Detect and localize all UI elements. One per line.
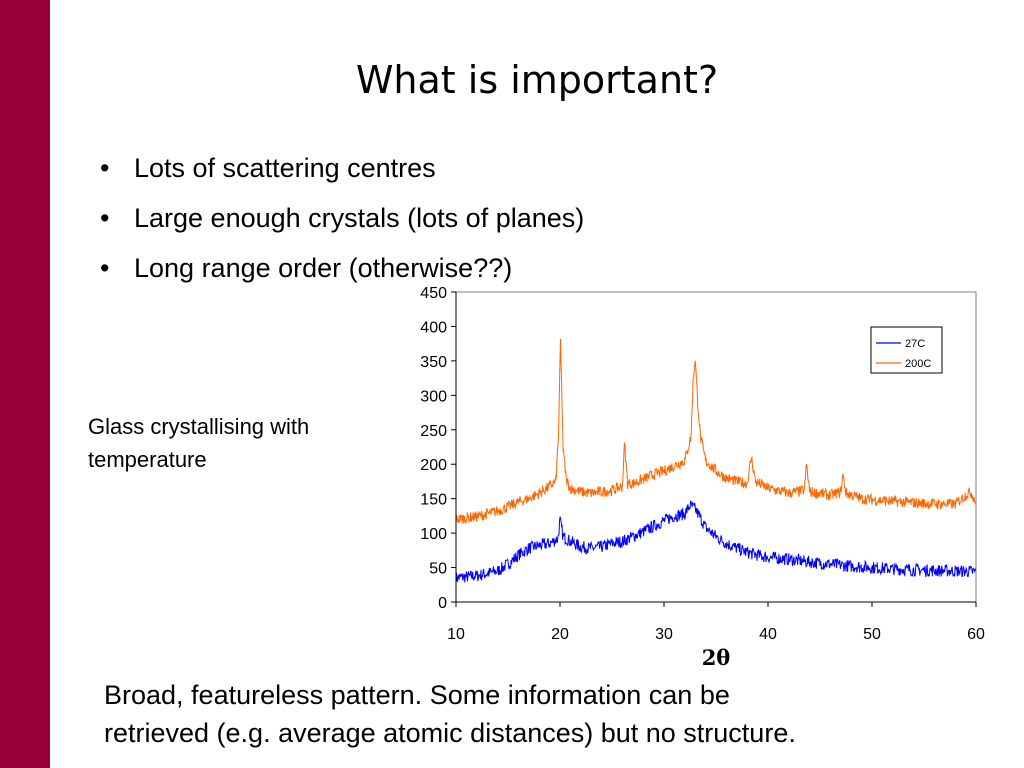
y-tick-label: 150 [420, 492, 447, 509]
bullet-item: • Large enough crystals (lots of planes) [100, 193, 584, 243]
bullet-dot: • [100, 253, 110, 283]
bullet-item: • Long range order (otherwise??) [100, 243, 584, 293]
chart-legend: 27C 200C [870, 326, 943, 374]
series-line-0 [455, 500, 977, 585]
y-tick-label: 200 [420, 457, 447, 474]
caption-line: temperature [88, 447, 207, 472]
bullet-list: • Lots of scattering centres • Large enoug… [100, 143, 584, 293]
bullet-item: • Lots of scattering centres [100, 143, 584, 193]
y-tick-label: 100 [420, 526, 447, 543]
bullet-dot: • [100, 203, 110, 233]
xrd-chart: 0 50 100 150 200 250 300 350 400 450 10 20 30 40 50 60 2… [420, 285, 985, 670]
x-tick-label: 60 [967, 626, 985, 643]
x-tick-label: 40 [759, 626, 777, 643]
x-tick-label: 10 [447, 626, 465, 643]
x-tick-label: 20 [551, 626, 569, 643]
x-axis-label: 2θ [702, 645, 731, 670]
x-tick-label: 30 [655, 626, 673, 643]
side-accent-bar [0, 0, 50, 768]
footer-line: retrieved (e.g. average atomic distances… [104, 718, 796, 748]
y-tick-label: 250 [420, 423, 447, 440]
y-tick-label: 300 [420, 388, 447, 405]
caption-line: Glass crystallising with [88, 414, 310, 439]
legend-box [870, 326, 943, 374]
bullet-dot: • [100, 153, 110, 183]
footer-text: Broad, featureless pattern. Some informa… [104, 676, 796, 752]
series-line-1 [455, 338, 977, 524]
bullet-text: Lots of scattering centres [134, 153, 436, 183]
x-tick-label: 50 [863, 626, 881, 643]
legend-label: 200C [905, 358, 931, 370]
y-tick-label: 450 [420, 285, 447, 302]
y-tick-label: 50 [429, 561, 447, 578]
bullet-text: Long range order (otherwise??) [134, 253, 513, 283]
y-tick-label: 0 [438, 595, 447, 612]
y-tick-label: 400 [420, 319, 447, 336]
footer-line: Broad, featureless pattern. Some informa… [104, 680, 730, 710]
y-tick-label: 350 [420, 354, 447, 371]
bullet-text: Large enough crystals (lots of planes) [134, 203, 585, 233]
chart-caption: Glass crystallising with temperature [88, 410, 388, 476]
legend-label: 27C [905, 338, 925, 350]
slide-title: What is important? [355, 58, 719, 102]
